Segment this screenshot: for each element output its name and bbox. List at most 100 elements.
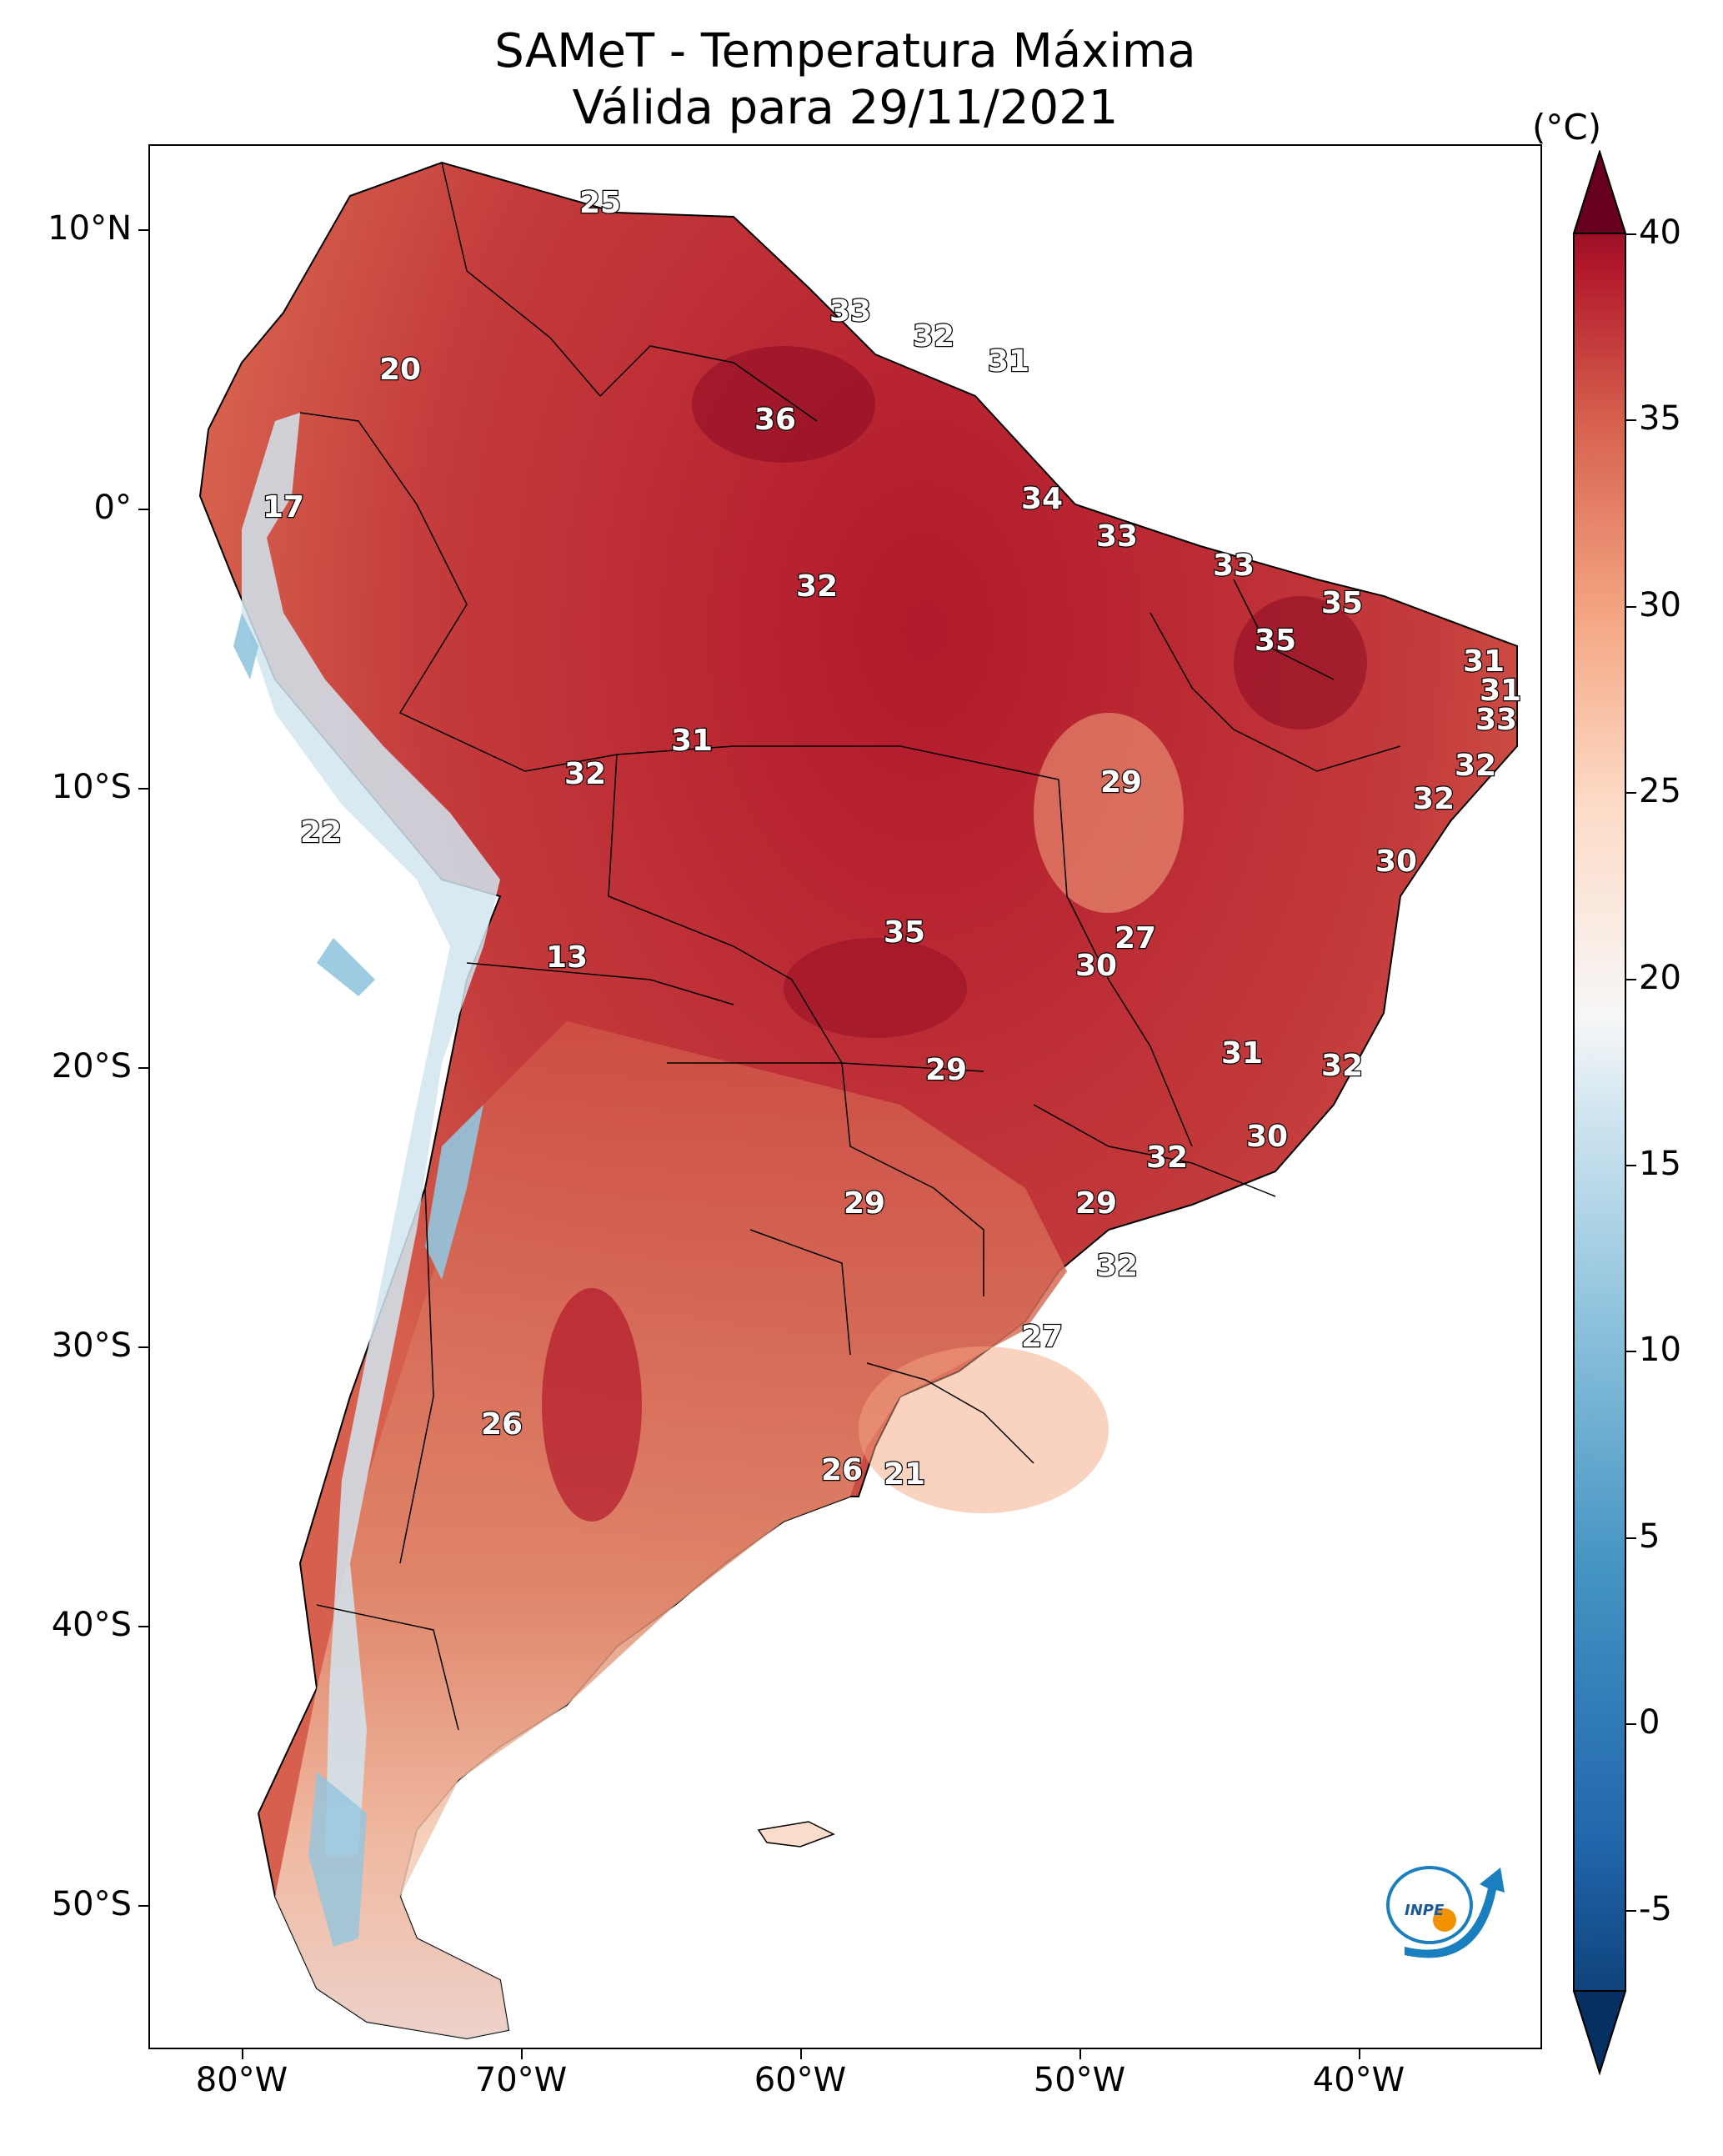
map-title: SAMeT - Temperatura Máxima Válida para 2… xyxy=(148,23,1542,137)
colorbar-tick-label: 20 xyxy=(1639,958,1681,997)
temperature-value-label: 31 xyxy=(1221,1036,1263,1070)
lon-tick-label: 40°W xyxy=(1312,2061,1405,2099)
lon-tick-mark xyxy=(1359,2049,1360,2059)
lat-tick-mark xyxy=(138,1346,148,1348)
hot-spot-guyana xyxy=(692,346,875,463)
temperature-value-label: 33 xyxy=(1096,519,1138,554)
temperature-value-label: 32 xyxy=(564,757,606,791)
lat-tick-label: 10°N xyxy=(48,209,132,248)
colorbar-unit: (°C) xyxy=(1532,107,1602,148)
inpe-logo-orbit xyxy=(1386,1866,1473,1944)
temperature-value-label: 31 xyxy=(988,344,1029,379)
title-line-2: Válida para 29/11/2021 xyxy=(572,81,1119,135)
temperature-value-label: 33 xyxy=(1475,703,1517,737)
colorbar-tick-label: 0 xyxy=(1639,1703,1660,1742)
temperature-value-label: 33 xyxy=(829,294,871,328)
colorbar-tick-mark xyxy=(1626,1165,1636,1167)
country-borders xyxy=(299,162,1401,1731)
lat-tick-label: 20°S xyxy=(51,1047,132,1086)
title-line-1: SAMeT - Temperatura Máxima xyxy=(494,24,1196,78)
inpe-logo-arrow xyxy=(1405,1868,1505,1958)
lon-tick-mark xyxy=(1079,2049,1081,2059)
temperature-value-label: 34 xyxy=(1021,482,1063,516)
temperature-value-label: 25 xyxy=(579,186,621,220)
lon-tick-label: 80°W xyxy=(195,2061,288,2099)
temperature-value-label: 27 xyxy=(1021,1320,1063,1354)
temperature-value-label: 36 xyxy=(754,403,796,437)
lat-tick-label: 0° xyxy=(93,489,132,527)
temperature-value-label: 35 xyxy=(1321,586,1363,620)
lat-tick-mark xyxy=(138,1905,148,1907)
temperature-value-label: 32 xyxy=(796,569,838,604)
temperature-value-label: 26 xyxy=(481,1407,523,1442)
temperature-value-label: 32 xyxy=(1096,1249,1138,1283)
lat-tick-label: 10°S xyxy=(51,768,132,806)
patagonia-cold xyxy=(308,1772,367,1947)
temperature-value-label: 29 xyxy=(1075,1186,1117,1221)
colorbar-bottom-extend xyxy=(1572,1990,1627,2076)
temperature-value-label: 31 xyxy=(671,724,713,758)
temperature-value-label: 32 xyxy=(1321,1049,1363,1083)
colorbar-tick-mark xyxy=(1626,1351,1636,1353)
colorbar-tick-mark xyxy=(1626,978,1636,980)
altiplano-cold xyxy=(233,613,483,1280)
colorbar-tick-mark xyxy=(1626,1537,1636,1539)
temperature-value-label: 29 xyxy=(844,1186,885,1221)
lat-tick-mark xyxy=(138,1626,148,1627)
colorbar-tick-label: 35 xyxy=(1639,399,1681,439)
lon-tick-mark xyxy=(800,2049,802,2059)
colorbar-tick-label: 30 xyxy=(1639,585,1681,624)
colorbar-tick-mark xyxy=(1626,605,1636,608)
inpe-logo-text: INPE xyxy=(1405,1902,1445,1919)
mild-spot-uruguay xyxy=(859,1346,1109,1513)
colorbar-tick-mark xyxy=(1626,1909,1636,1912)
temperature-value-label: 30 xyxy=(1075,949,1117,983)
temperature-value-label: 17 xyxy=(263,490,304,524)
temperature-value-label: 35 xyxy=(1255,624,1296,658)
lat-tick-label: 30°S xyxy=(51,1326,132,1365)
temperature-value-label: 13 xyxy=(546,940,588,975)
temperature-value-label: 31 xyxy=(1480,674,1521,708)
temperature-value-label: 32 xyxy=(1413,782,1455,816)
temperature-value-label: 31 xyxy=(1463,644,1505,679)
colorbar-tick-label: 5 xyxy=(1639,1517,1660,1556)
colorbar-tick-label: 10 xyxy=(1639,1331,1681,1370)
lat-tick-mark xyxy=(138,229,148,231)
falkland-islands xyxy=(757,1821,835,1848)
lat-tick-mark xyxy=(138,509,148,510)
lat-tick-mark xyxy=(138,788,148,790)
lon-tick-label: 70°W xyxy=(474,2061,568,2099)
temperature-value-label: 20 xyxy=(379,353,421,387)
temperature-value-label: 32 xyxy=(1146,1141,1188,1175)
temperature-value-label: 26 xyxy=(821,1453,863,1487)
colorbar-tick-label: -5 xyxy=(1639,1889,1672,1928)
lon-tick-label: 50°W xyxy=(1033,2061,1126,2099)
temperature-value-label: 22 xyxy=(300,815,342,850)
colorbar-top-extend xyxy=(1572,150,1627,234)
map-frame: 25 33 32 31 20 36 17 34 33 33 32 35 35 31 31 33 31 32 29 32… xyxy=(148,144,1542,2049)
lon-tick-mark xyxy=(242,2049,243,2059)
temperature-value-label: 30 xyxy=(1375,845,1417,879)
colorbar-tick-mark xyxy=(1626,792,1636,795)
lat-tick-label: 40°S xyxy=(51,1606,132,1644)
temperature-value-label: 35 xyxy=(884,915,925,950)
colorbar-tick-mark xyxy=(1626,1723,1636,1726)
andes-highlands xyxy=(242,413,500,1855)
colorbar xyxy=(1572,150,1627,2076)
mild-spot-brazil-central xyxy=(1034,713,1184,913)
lon-tick-mark xyxy=(521,2049,523,2059)
lat-tick-label: 50°S xyxy=(51,1885,132,1923)
temperature-value-label: 33 xyxy=(1213,549,1255,583)
colorbar-tick-label: 40 xyxy=(1639,213,1681,252)
temperature-value-label: 29 xyxy=(925,1053,967,1087)
lon-tick-label: 60°W xyxy=(754,2061,847,2099)
temperature-value-label: 21 xyxy=(884,1457,925,1492)
colorbar-tick-mark xyxy=(1626,233,1636,235)
colorbar-tick-mark xyxy=(1626,419,1636,422)
southern-cone-shade xyxy=(275,1021,1067,2038)
lat-tick-mark xyxy=(138,1067,148,1069)
temperature-value-label: 27 xyxy=(1114,921,1156,955)
temperature-value-label: 29 xyxy=(1100,765,1142,800)
